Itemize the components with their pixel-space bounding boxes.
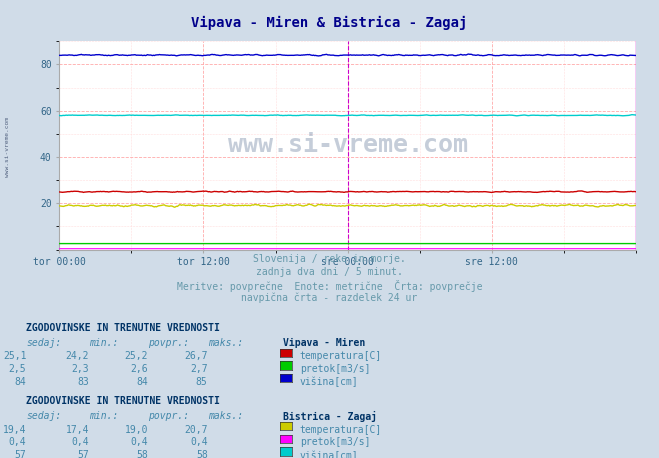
Text: maks.:: maks.: xyxy=(208,411,243,421)
Text: 57: 57 xyxy=(77,450,89,458)
Text: 24,2: 24,2 xyxy=(65,351,89,361)
Text: 58: 58 xyxy=(136,450,148,458)
Text: 26,7: 26,7 xyxy=(184,351,208,361)
Text: ZGODOVINSKE IN TRENUTNE VREDNOSTI: ZGODOVINSKE IN TRENUTNE VREDNOSTI xyxy=(26,396,220,406)
Text: 19,4: 19,4 xyxy=(3,425,26,435)
Text: 0,4: 0,4 xyxy=(190,437,208,447)
Text: 19,0: 19,0 xyxy=(125,425,148,435)
Text: 57: 57 xyxy=(14,450,26,458)
Text: Vipava - Miren: Vipava - Miren xyxy=(283,338,366,348)
Text: 25,1: 25,1 xyxy=(3,351,26,361)
Text: 85: 85 xyxy=(196,377,208,387)
Text: temperatura[C]: temperatura[C] xyxy=(300,425,382,435)
Text: 25,2: 25,2 xyxy=(125,351,148,361)
Text: maks.:: maks.: xyxy=(208,338,243,348)
Text: 84: 84 xyxy=(136,377,148,387)
Text: www.si-vreme.com: www.si-vreme.com xyxy=(227,133,468,158)
Text: 2,3: 2,3 xyxy=(71,364,89,374)
Text: Slovenija / reke in morje.: Slovenija / reke in morje. xyxy=(253,254,406,264)
Text: višina[cm]: višina[cm] xyxy=(300,450,358,458)
Text: višina[cm]: višina[cm] xyxy=(300,377,358,387)
Text: 2,7: 2,7 xyxy=(190,364,208,374)
Text: 2,5: 2,5 xyxy=(9,364,26,374)
Text: Meritve: povprečne  Enote: metrične  Črta: povprečje: Meritve: povprečne Enote: metrične Črta:… xyxy=(177,280,482,292)
Text: navpična črta - razdelek 24 ur: navpična črta - razdelek 24 ur xyxy=(241,293,418,303)
Text: 2,6: 2,6 xyxy=(130,364,148,374)
Text: 20,7: 20,7 xyxy=(184,425,208,435)
Text: sedaj:: sedaj: xyxy=(26,338,61,348)
Text: 58: 58 xyxy=(196,450,208,458)
Text: pretok[m3/s]: pretok[m3/s] xyxy=(300,437,370,447)
Text: 0,4: 0,4 xyxy=(71,437,89,447)
Text: temperatura[C]: temperatura[C] xyxy=(300,351,382,361)
Text: min.:: min.: xyxy=(89,411,119,421)
Text: 17,4: 17,4 xyxy=(65,425,89,435)
Text: zadnja dva dni / 5 minut.: zadnja dva dni / 5 minut. xyxy=(256,267,403,277)
Text: www.si-vreme.com: www.si-vreme.com xyxy=(5,116,11,177)
Text: ZGODOVINSKE IN TRENUTNE VREDNOSTI: ZGODOVINSKE IN TRENUTNE VREDNOSTI xyxy=(26,323,220,333)
Text: povpr.:: povpr.: xyxy=(148,338,189,348)
Text: Bistrica - Zagaj: Bistrica - Zagaj xyxy=(283,411,378,422)
Text: 83: 83 xyxy=(77,377,89,387)
Text: Vipava - Miren & Bistrica - Zagaj: Vipava - Miren & Bistrica - Zagaj xyxy=(191,16,468,30)
Text: 0,4: 0,4 xyxy=(9,437,26,447)
Text: 0,4: 0,4 xyxy=(130,437,148,447)
Text: min.:: min.: xyxy=(89,338,119,348)
Text: pretok[m3/s]: pretok[m3/s] xyxy=(300,364,370,374)
Text: 84: 84 xyxy=(14,377,26,387)
Text: sedaj:: sedaj: xyxy=(26,411,61,421)
Text: povpr.:: povpr.: xyxy=(148,411,189,421)
